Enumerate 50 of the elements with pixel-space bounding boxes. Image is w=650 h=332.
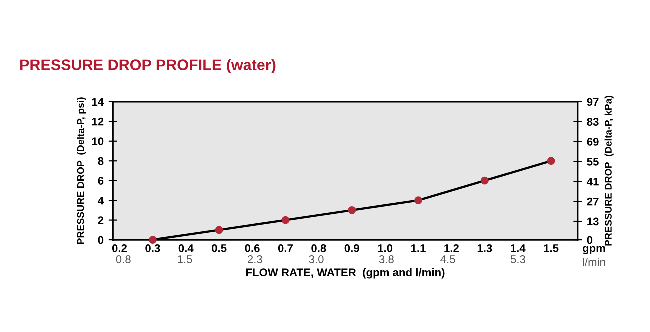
- y2-tick-label: 13: [588, 218, 599, 226]
- x-tick-label: 1.1: [411, 244, 426, 252]
- x2-tick-label: 3.0: [309, 256, 324, 264]
- x-tick-label: 0.2: [112, 244, 128, 252]
- x-tick-label: 1.3: [478, 244, 492, 252]
- point: [547, 157, 556, 166]
- y-tick-label: 12: [92, 118, 104, 126]
- x2-tick-label: 0.8: [116, 256, 131, 264]
- x2-tick-label: 5.3: [510, 256, 526, 264]
- y2-tick-label: 41: [587, 178, 599, 186]
- y-axis-title: PRESSURE DROP (Delta-P, psi): [77, 98, 86, 244]
- y-tick-label: 6: [98, 177, 104, 185]
- y2-tick-label: 97: [587, 98, 599, 106]
- point: [148, 236, 157, 244]
- x-tick-label: 0.8: [312, 244, 326, 252]
- x-tick-label: 0.7: [278, 244, 293, 252]
- y2-tick-label: 69: [587, 138, 599, 146]
- point: [348, 206, 356, 214]
- x-axis-title: FLOW RATE, WATER (gpm and l/min): [246, 268, 445, 279]
- y-tick-label: 14: [92, 98, 104, 106]
- y2-tick-label: 83: [587, 118, 599, 126]
- y2-tick-label: 55: [587, 158, 599, 166]
- x-tick-label: 0.6: [245, 244, 260, 252]
- x-tick-label: 0.5: [212, 244, 227, 252]
- x2-tick-label: 3.8: [379, 256, 394, 264]
- point: [414, 196, 422, 205]
- x2-tick-label: 4.5: [440, 256, 456, 264]
- y2-axis-title: PRESSURE DROP (Delta-P, kPa): [604, 96, 614, 246]
- x2-tick-label: 1.5: [178, 256, 192, 264]
- y2-tick-label: 0: [587, 236, 593, 244]
- point: [282, 216, 290, 224]
- text: gpm: [582, 246, 606, 255]
- point: [215, 226, 224, 234]
- x-tick-label: 0.9: [344, 244, 360, 252]
- x-tick-label: 1.0: [378, 244, 393, 252]
- y-tick-label: 4: [98, 196, 104, 205]
- text: l/min: [583, 258, 606, 266]
- x-tick-label: 1.2: [444, 244, 459, 252]
- chart-title: PRESSURE DROP PROFILE (water): [20, 59, 276, 74]
- y2-tick-label: 27: [587, 198, 599, 206]
- y-tick-label: 8: [98, 157, 104, 166]
- y-tick-label: 10: [92, 138, 104, 146]
- x-tick-label: 1.4: [511, 244, 526, 252]
- y-tick-label: 2: [98, 216, 104, 224]
- x2-tick-label: 2.3: [248, 256, 262, 264]
- y-tick-label: 0: [98, 236, 104, 244]
- point: [480, 176, 489, 185]
- x-tick-label: 0.4: [178, 244, 194, 252]
- x-tick-label: 1.5: [544, 244, 559, 252]
- x-tick-label: 0.3: [146, 244, 160, 252]
